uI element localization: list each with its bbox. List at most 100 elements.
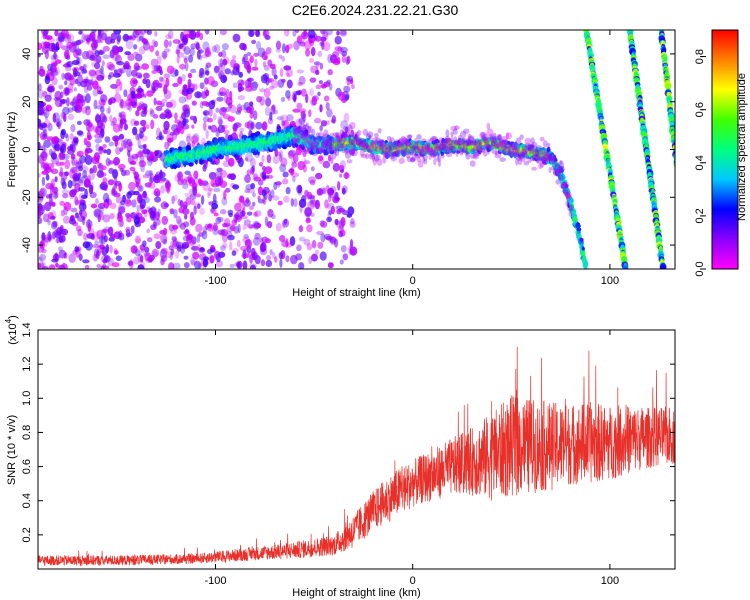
noise-blob <box>107 226 114 237</box>
noise-blob <box>125 217 134 222</box>
noise-blob <box>113 157 121 166</box>
noise-blob <box>84 155 93 165</box>
noise-blob <box>283 65 292 71</box>
noise-blob <box>109 212 115 220</box>
noise-blob <box>157 179 165 184</box>
noise-blob <box>158 171 166 178</box>
noise-blob <box>301 88 307 97</box>
noise-blob <box>97 202 106 210</box>
noise-blob <box>77 92 81 100</box>
noise-blob <box>87 223 92 232</box>
noise-blob <box>319 104 323 113</box>
noise-blob <box>133 171 139 180</box>
noise-blob <box>85 241 93 251</box>
noise-blob <box>165 101 173 108</box>
noise-blob <box>213 212 219 217</box>
noise-blob <box>247 224 256 229</box>
noise-blob <box>163 227 168 236</box>
noise-blob <box>223 129 230 135</box>
noise-blob <box>93 99 98 110</box>
noise-blob <box>341 210 349 216</box>
noise-blob <box>249 264 257 269</box>
noise-blob <box>177 198 181 206</box>
noise-blob <box>61 45 68 50</box>
noise-blob <box>278 54 283 59</box>
noise-blob <box>83 137 88 146</box>
noise-blob <box>78 187 86 192</box>
noise-blob <box>219 87 227 97</box>
noise-blob <box>302 148 307 158</box>
noise-blob <box>336 208 342 215</box>
noise-blob <box>325 102 330 110</box>
noise-blob <box>246 77 254 82</box>
noise-blob <box>154 30 158 37</box>
noise-blob <box>86 79 91 88</box>
noise-blob <box>96 249 102 257</box>
noise-blob <box>153 40 159 48</box>
noise-blob <box>131 199 137 208</box>
noise-blob <box>39 131 48 141</box>
noise-blob <box>198 232 204 237</box>
noise-blob <box>324 199 329 209</box>
noise-blob <box>135 72 143 79</box>
noise-blob <box>135 109 140 117</box>
noise-blob <box>243 101 250 111</box>
noise-blob <box>256 95 263 103</box>
noise-blob <box>341 187 346 195</box>
noise-blob <box>89 167 96 172</box>
noise-blob <box>280 96 286 103</box>
noise-blob <box>214 44 221 53</box>
noise-blob <box>149 154 155 164</box>
noise-blob <box>195 31 200 38</box>
noise-blob <box>202 164 207 172</box>
noise-blob <box>320 30 326 35</box>
noise-blob <box>227 234 235 241</box>
noise-blob <box>349 239 354 249</box>
noise-blob <box>152 221 157 228</box>
noise-blob <box>63 113 67 122</box>
noise-blob <box>143 41 150 51</box>
noise-blob <box>248 30 255 37</box>
noise-blob <box>100 181 108 191</box>
noise-blob <box>295 30 300 33</box>
noise-blob <box>221 43 229 51</box>
halo-blob <box>296 118 303 127</box>
noise-blob <box>149 176 153 185</box>
noise-blob <box>242 201 246 211</box>
noise-blob <box>269 249 273 256</box>
noise-blob <box>213 157 220 166</box>
noise-blob <box>216 96 224 102</box>
noise-blob <box>177 76 183 85</box>
noise-blob <box>139 155 145 164</box>
noise-blob <box>41 170 49 175</box>
noise-blob <box>274 256 278 263</box>
noise-blob <box>334 218 339 226</box>
noise-blob <box>243 252 250 259</box>
noise-blob <box>176 244 182 252</box>
noise-blob <box>144 182 152 188</box>
noise-blob <box>268 194 272 202</box>
noise-blob <box>131 36 136 41</box>
noise-blob <box>208 108 213 117</box>
noise-blob <box>73 138 78 144</box>
noise-blob <box>328 194 332 203</box>
noise-blob <box>344 126 349 134</box>
noise-blob <box>249 55 254 63</box>
noise-blob <box>245 184 254 190</box>
noise-blob <box>169 99 177 109</box>
noise-blob <box>214 171 223 177</box>
noise-blob <box>217 91 223 97</box>
noise-blob <box>51 152 58 160</box>
noise-blob <box>163 120 170 131</box>
noise-blob <box>153 233 161 240</box>
noise-blob <box>218 51 223 57</box>
noise-blob <box>195 42 200 50</box>
noise-blob <box>202 258 208 268</box>
noise-blob <box>319 251 327 261</box>
noise-blob <box>97 213 101 223</box>
noise-blob <box>296 69 305 74</box>
noise-blob <box>182 183 189 190</box>
noise-blob <box>92 88 99 97</box>
noise-blob <box>217 124 225 134</box>
noise-blob <box>175 240 182 251</box>
